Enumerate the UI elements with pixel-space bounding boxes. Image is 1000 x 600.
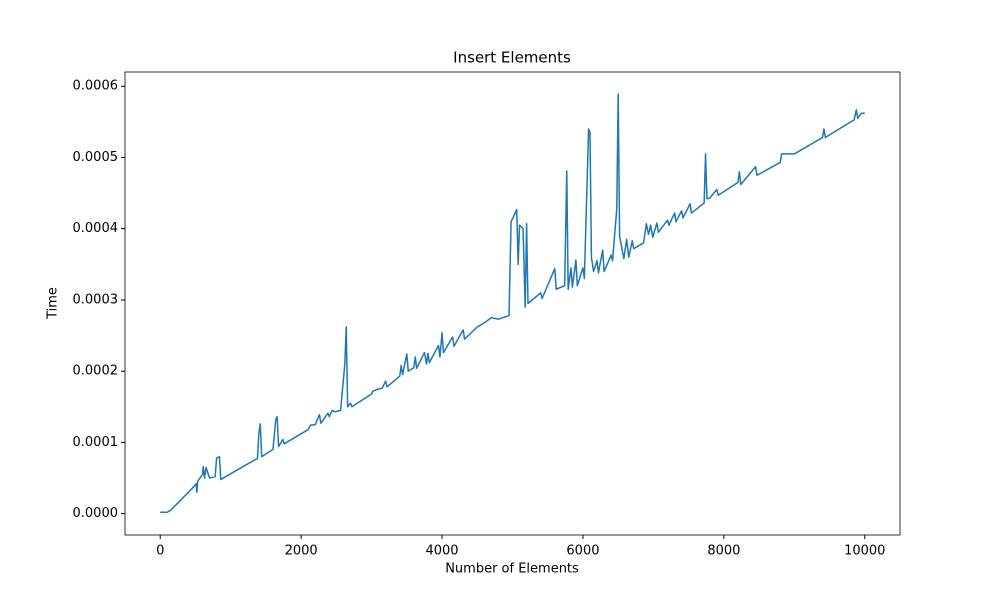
y-tick-label: 0.0000 <box>73 506 119 521</box>
y-tick-label: 0.0004 <box>73 221 119 236</box>
chart-title: Insert Elements <box>453 49 571 67</box>
x-tick-label: 6000 <box>566 544 599 559</box>
x-tick-label: 0 <box>156 544 164 559</box>
x-axis-label: Number of Elements <box>445 562 579 577</box>
y-tick-label: 0.0002 <box>73 364 119 379</box>
data-line <box>160 93 865 513</box>
x-tick-label: 10000 <box>844 544 885 559</box>
plot-frame <box>124 71 901 536</box>
y-tick-label: 0.0003 <box>73 292 119 307</box>
x-tick-label: 4000 <box>425 544 458 559</box>
y-tick-label: 0.0005 <box>73 150 119 165</box>
y-tick-label: 0.0006 <box>73 79 119 94</box>
x-tick-label: 2000 <box>285 544 318 559</box>
y-tick-label: 0.0001 <box>73 435 119 450</box>
y-axis-label: Time <box>46 287 61 320</box>
x-tick-label: 8000 <box>707 544 740 559</box>
